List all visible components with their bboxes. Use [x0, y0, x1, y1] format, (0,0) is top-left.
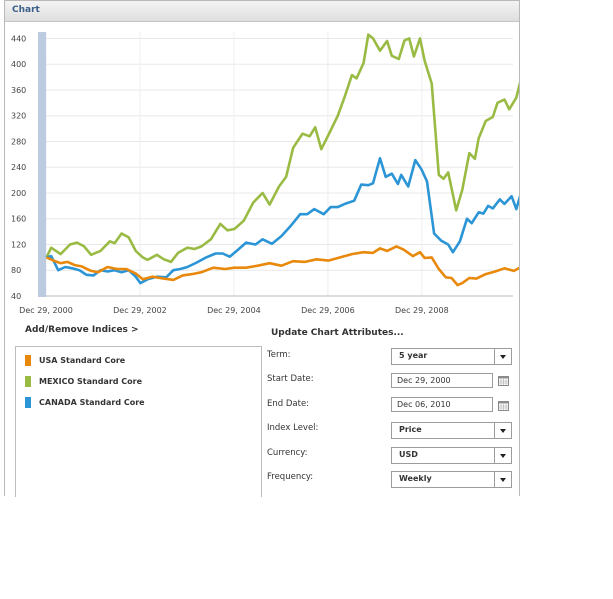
line-chart: 40 80 120 160 200 240 280 320 360 400 440 Dec 29, 2…: [11, 32, 519, 315]
legend-label-usa: USA Standard Core: [39, 356, 126, 365]
frequency-select[interactable]: Weekly: [391, 471, 512, 488]
term-value: 5 year: [399, 351, 428, 360]
end-date-field[interactable]: [391, 397, 493, 412]
y-tick-label: 40: [11, 292, 21, 301]
currency-select[interactable]: USD: [391, 447, 512, 464]
term-label: Term:: [267, 350, 291, 360]
legend-swatch-mexico: [25, 376, 31, 387]
series-line-usa: [45, 245, 519, 287]
frequency-value: Weekly: [399, 474, 432, 483]
y-tick-label: 440: [11, 34, 26, 43]
y-tick-label: 160: [11, 215, 26, 224]
y-tick-label: 320: [11, 112, 26, 121]
panel-header: Chart: [5, 1, 519, 22]
range-scrollbar[interactable]: [38, 32, 46, 297]
index-level-dropdown-arrow-icon[interactable]: [494, 423, 511, 438]
legend-swatch-usa: [25, 355, 31, 366]
y-tick-label: 80: [11, 266, 21, 275]
end-date-calendar-icon[interactable]: [498, 401, 509, 411]
legend-item-canada[interactable]: CANADA Standard Core: [25, 397, 145, 408]
currency-value: USD: [399, 450, 418, 459]
index-level-select[interactable]: Price: [391, 422, 512, 439]
currency-label: Currency:: [267, 448, 308, 458]
legend-item-mexico[interactable]: MEXICO Standard Core: [25, 376, 142, 387]
chart-panel: Chart 40 80 120 160 200 240 280 320 360 400 440 Dec…: [4, 0, 520, 497]
x-tick-label: Dec 29, 2004: [207, 306, 261, 315]
y-tick-label: 200: [11, 189, 26, 198]
start-date-calendar-icon[interactable]: [498, 376, 509, 386]
y-tick-label: 240: [11, 163, 26, 172]
legend-swatch-canada: [25, 397, 31, 408]
x-tick-label: Dec 29, 2002: [113, 306, 167, 315]
index-level-value: Price: [399, 425, 422, 434]
x-tick-label: Dec 29, 2008: [395, 306, 449, 315]
legend-box: USA Standard Core MEXICO Standard Core C…: [15, 346, 262, 497]
frequency-label: Frequency:: [267, 472, 314, 482]
y-tick-label: 400: [11, 60, 26, 69]
legend-label-canada: CANADA Standard Core: [39, 398, 145, 407]
y-tick-label: 120: [11, 240, 26, 249]
frequency-dropdown-arrow-icon[interactable]: [494, 472, 511, 487]
legend-label-mexico: MEXICO Standard Core: [39, 377, 143, 386]
start-date-label: Start Date:: [267, 374, 314, 384]
y-tick-label: 280: [11, 137, 26, 146]
update-attributes-title: Update Chart Attributes...: [271, 328, 404, 338]
y-tick-label: 360: [11, 86, 26, 95]
add-remove-indices-link[interactable]: Add/Remove Indices >: [25, 325, 139, 335]
panel-title: Chart: [12, 5, 40, 15]
series-line-mexico: [45, 33, 519, 264]
currency-dropdown-arrow-icon[interactable]: [494, 448, 511, 463]
x-tick-label: Dec 29, 2006: [301, 306, 355, 315]
end-date-label: End Date:: [267, 399, 310, 409]
start-date-field[interactable]: [391, 373, 493, 388]
term-dropdown-arrow-icon[interactable]: [494, 349, 511, 364]
index-level-label: Index Level:: [267, 423, 319, 433]
series-line-canada: [46, 156, 519, 285]
legend-item-usa[interactable]: USA Standard Core: [25, 355, 125, 366]
term-select[interactable]: 5 year: [391, 348, 512, 365]
x-tick-label: Dec 29, 2000: [19, 306, 73, 315]
